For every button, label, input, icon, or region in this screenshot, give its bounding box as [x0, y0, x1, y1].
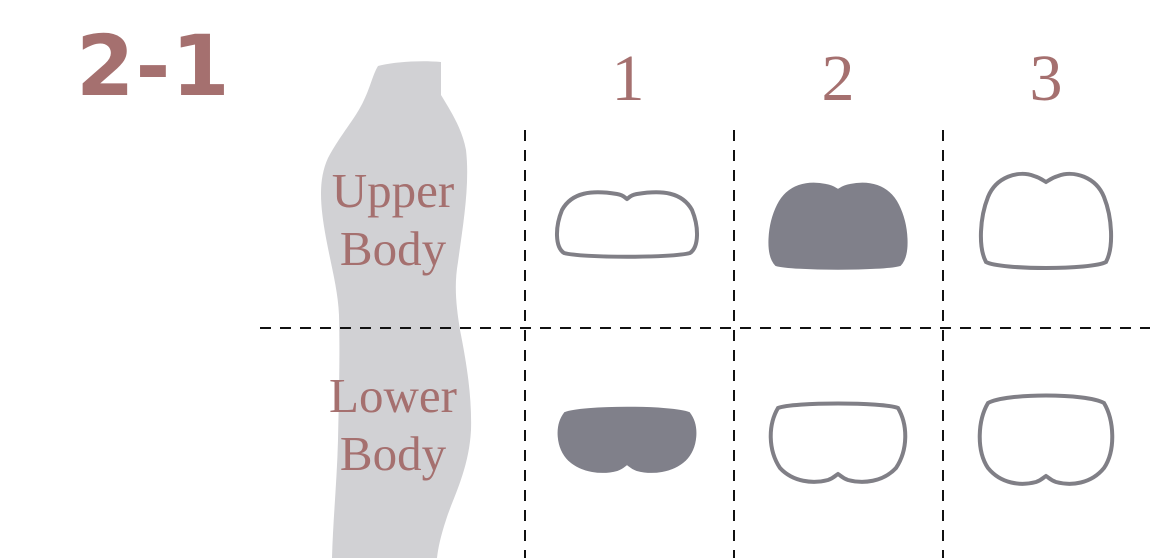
lower-shape-filled: [557, 406, 697, 473]
column-header-1: 1: [611, 42, 645, 115]
row-label-line: Body: [339, 426, 447, 481]
column-header-2: 2: [821, 42, 855, 115]
cell-lower-1: [557, 406, 697, 473]
row-label-line: Upper: [331, 163, 455, 218]
upper-shape-outline: [978, 171, 1114, 270]
row-label-line: Lower: [329, 368, 457, 423]
cell-lower-3: [977, 393, 1115, 486]
upper-shape-outline: [555, 190, 699, 259]
cell-upper-3: [978, 171, 1114, 270]
row-label-upper-body: Upper Body: [308, 162, 478, 278]
upper-shape-filled: [768, 182, 908, 270]
cell-upper-2: [768, 182, 908, 270]
cell-lower-2: [768, 401, 908, 484]
figure-label: 2-1: [76, 17, 231, 115]
row-label-lower-body: Lower Body: [308, 367, 478, 483]
cell-upper-1: [555, 190, 699, 259]
row-label-line: Body: [339, 221, 447, 276]
lower-shape-outline: [768, 401, 908, 484]
lower-shape-outline: [977, 393, 1115, 486]
column-header-3: 3: [1029, 42, 1063, 115]
body-silhouette: [321, 61, 472, 558]
